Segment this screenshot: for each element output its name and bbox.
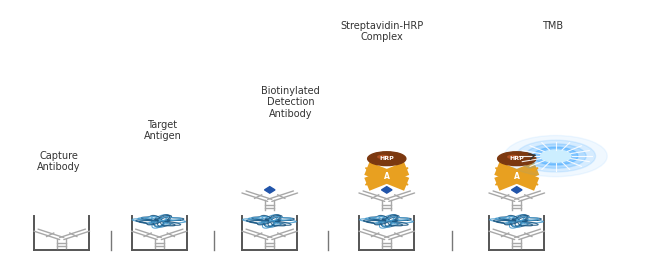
Text: HRP: HRP: [380, 156, 394, 161]
Ellipse shape: [498, 152, 536, 166]
Text: TMB: TMB: [542, 21, 563, 31]
Text: Capture
Antibody: Capture Antibody: [37, 151, 80, 172]
Polygon shape: [400, 168, 408, 171]
Circle shape: [516, 140, 595, 172]
Polygon shape: [512, 187, 522, 193]
Text: HRP: HRP: [510, 156, 524, 161]
Ellipse shape: [368, 152, 406, 166]
Polygon shape: [495, 181, 504, 185]
Polygon shape: [382, 187, 392, 193]
Circle shape: [504, 135, 607, 177]
Circle shape: [525, 144, 586, 168]
Polygon shape: [365, 181, 374, 185]
Circle shape: [541, 150, 571, 162]
Text: Target
Antigen: Target Antigen: [144, 120, 181, 141]
Polygon shape: [265, 187, 275, 193]
Polygon shape: [530, 168, 538, 171]
Polygon shape: [365, 168, 374, 171]
Polygon shape: [495, 168, 504, 171]
Polygon shape: [400, 181, 408, 185]
Ellipse shape: [508, 155, 519, 158]
Text: Biotinylated
Detection
Antibody: Biotinylated Detection Antibody: [261, 86, 320, 119]
Circle shape: [534, 147, 578, 165]
Text: Streptavidin-HRP
Complex: Streptavidin-HRP Complex: [340, 21, 423, 42]
Text: A: A: [384, 172, 390, 181]
Ellipse shape: [378, 155, 389, 158]
Polygon shape: [530, 181, 538, 185]
Text: A: A: [514, 172, 520, 181]
